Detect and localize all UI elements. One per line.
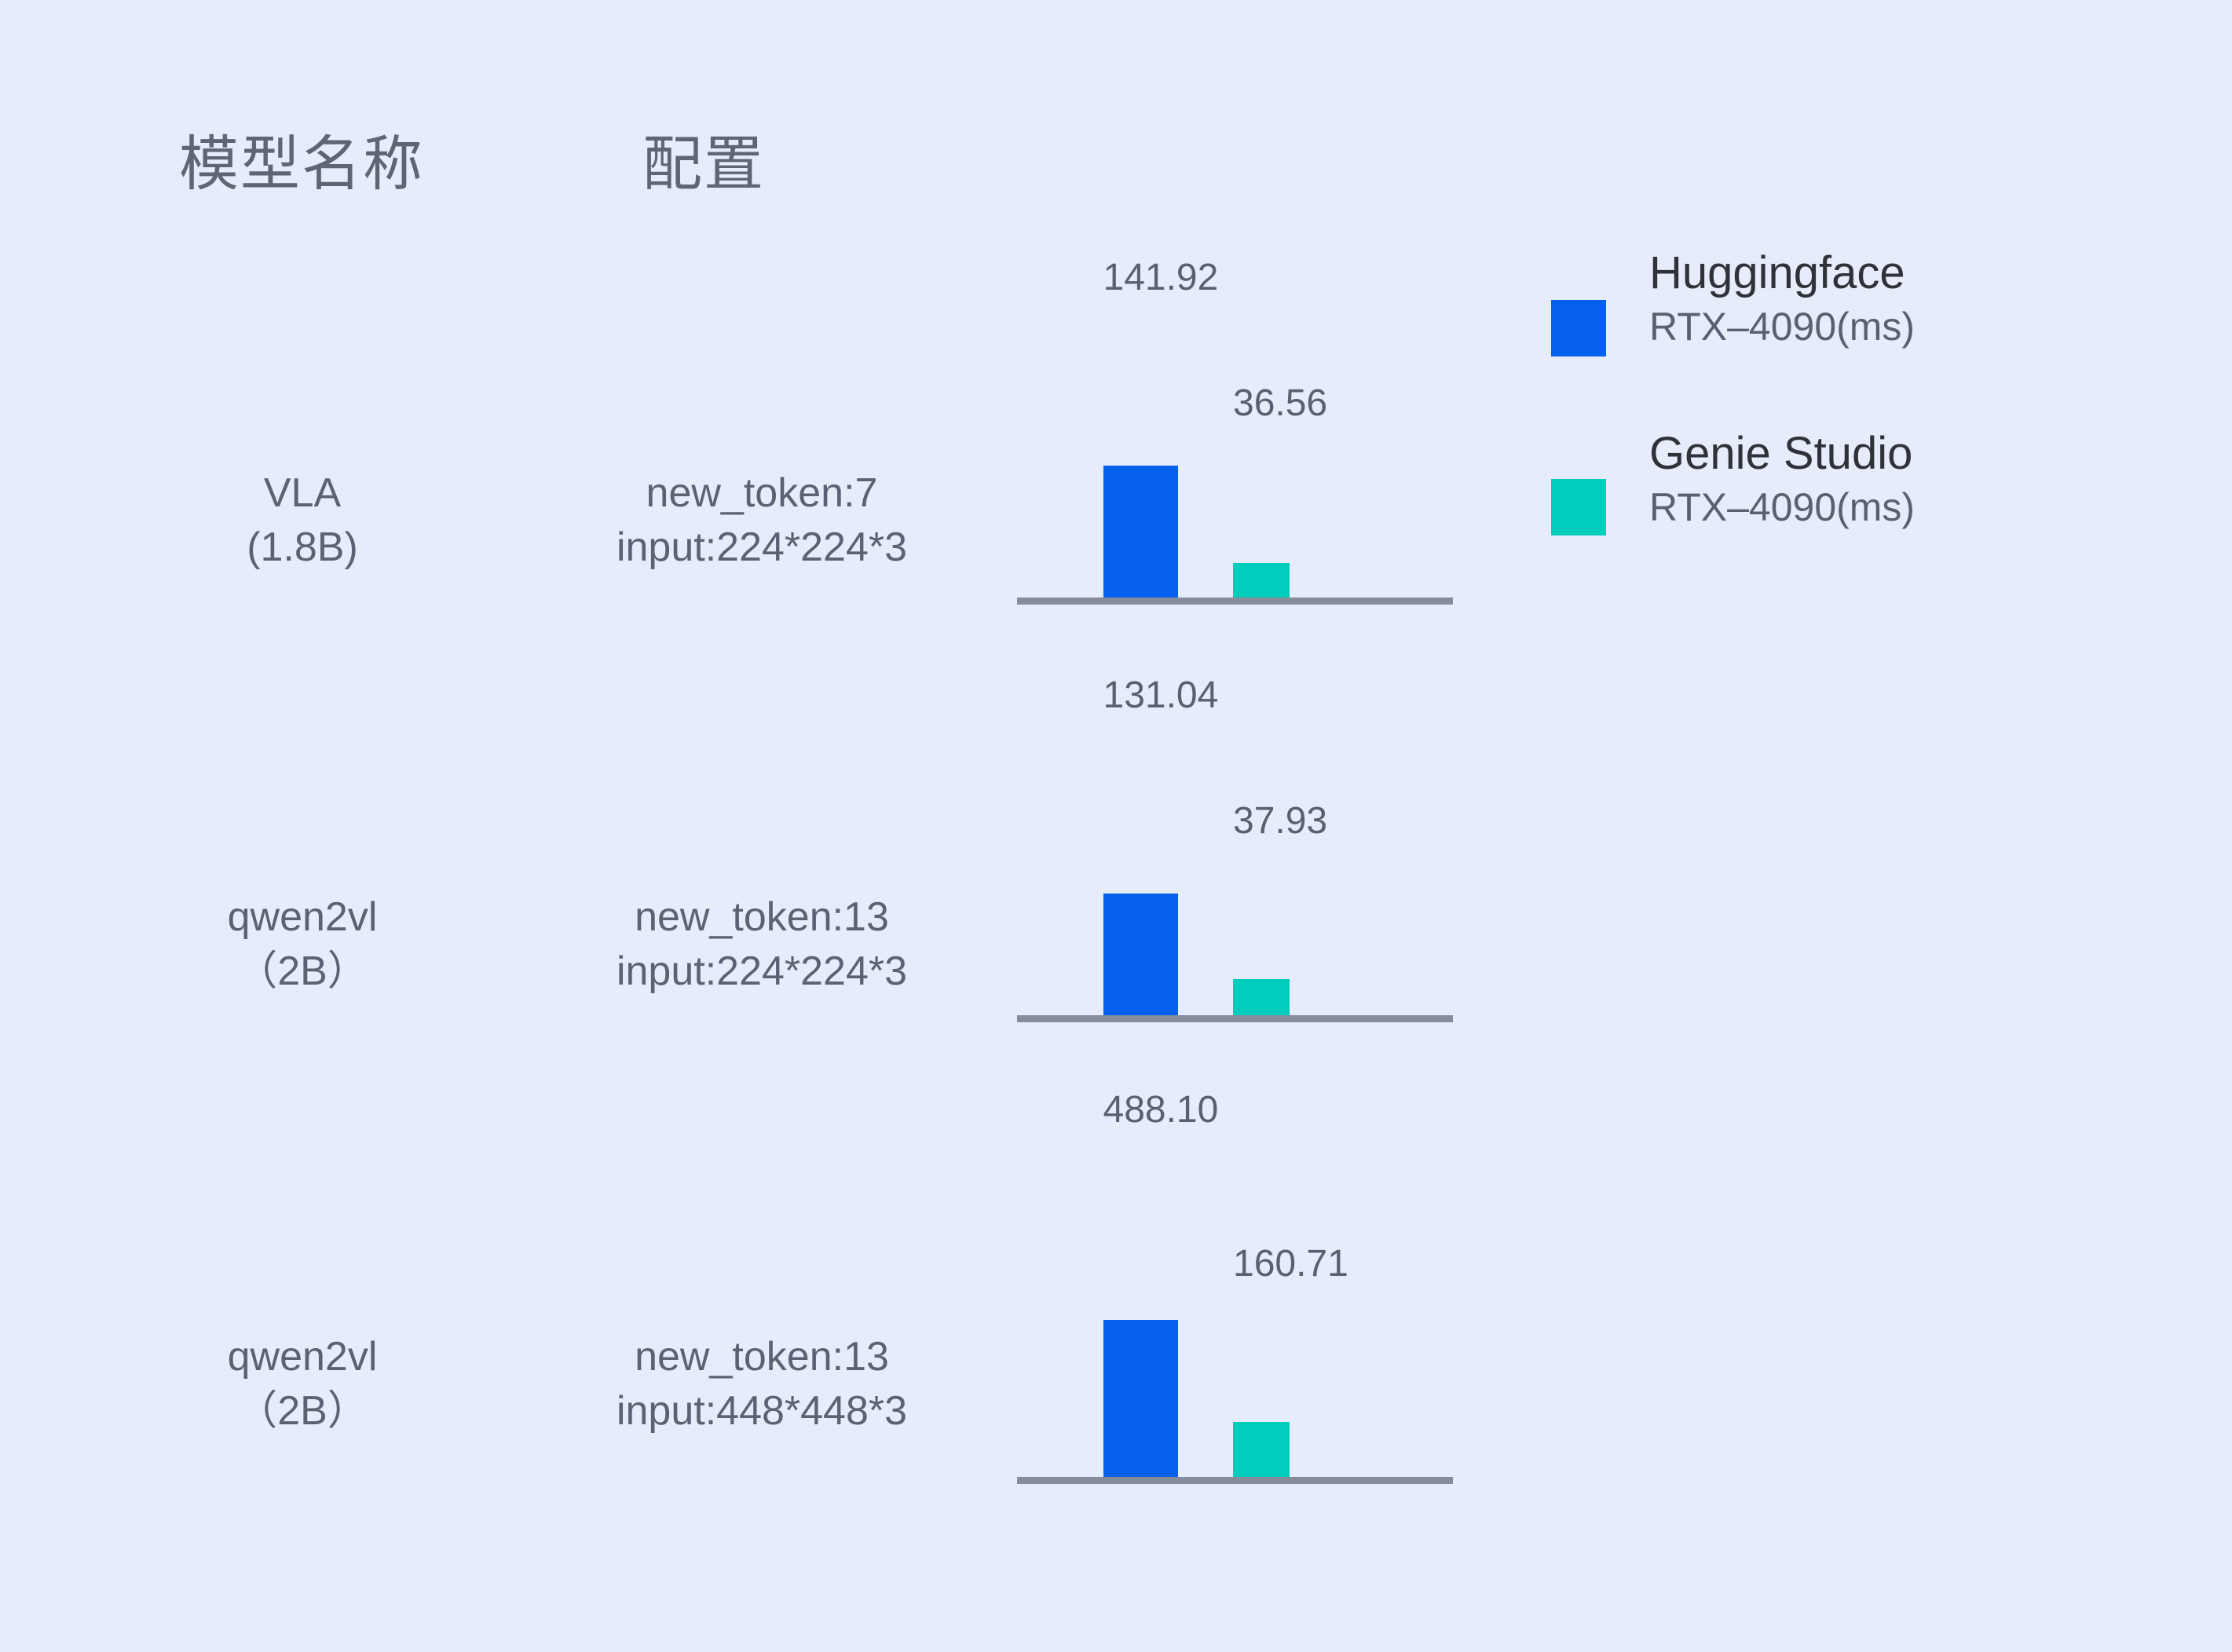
row-config-label: new_token:13 input:224*224*3 xyxy=(487,890,1037,998)
row-config-tokens: new_token:13 xyxy=(635,1334,889,1380)
legend-swatch-icon xyxy=(1551,300,1606,356)
bar-value-huggingface: 131.04 xyxy=(1103,674,1219,716)
row-config-tokens: new_token:13 xyxy=(635,894,889,940)
bar-group: 141.92 36.56 xyxy=(1017,259,1453,605)
row-model-name: qwen2vl xyxy=(227,894,378,940)
row-model-name: qwen2vl xyxy=(227,1334,378,1380)
bar-genie-studio[interactable] xyxy=(1233,563,1290,598)
legend-label-group: Genie Studio RTX–4090(ms) xyxy=(1649,428,1915,537)
row-config-tokens: new_token:7 xyxy=(646,470,878,516)
axis-baseline xyxy=(1017,1477,1453,1484)
legend-series-sub: RTX–4090(ms) xyxy=(1649,304,1915,349)
legend-label-group: Huggingface RTX–4090(ms) xyxy=(1649,247,1915,356)
row-model-label: qwen2vl （2B） xyxy=(134,890,471,998)
row-config-label: new_token:7 input:224*224*3 xyxy=(487,466,1037,574)
row-model-label: VLA (1.8B) xyxy=(134,466,471,574)
bar-value-genie: 37.93 xyxy=(1233,800,1328,842)
bar-value-huggingface: 141.92 xyxy=(1103,257,1219,298)
row-model-size: （2B） xyxy=(236,1387,368,1434)
row-config-input: input:224*224*3 xyxy=(616,524,908,570)
row-model-name: VLA xyxy=(263,470,342,516)
bar-group: 488.10 160.71 xyxy=(1017,1091,1453,1484)
row-config-input: input:448*448*3 xyxy=(616,1387,908,1434)
bar-huggingface[interactable] xyxy=(1103,894,1178,1015)
axis-baseline xyxy=(1017,1015,1453,1022)
row-config-input: input:224*224*3 xyxy=(616,948,908,994)
bar-huggingface[interactable] xyxy=(1103,1320,1178,1484)
row-config-label: new_token:13 input:448*448*3 xyxy=(487,1330,1037,1438)
row-model-label: qwen2vl （2B） xyxy=(134,1330,471,1438)
bar-value-huggingface: 488.10 xyxy=(1103,1089,1219,1131)
row-model-size: (1.8B) xyxy=(247,524,358,570)
legend-series-sub: RTX–4090(ms) xyxy=(1649,484,1915,529)
bar-group: 131.04 37.93 xyxy=(1017,677,1453,1022)
legend-series-name: Huggingface xyxy=(1649,247,1905,298)
bar-genie-studio[interactable] xyxy=(1233,979,1290,1015)
bar-value-genie: 160.71 xyxy=(1233,1243,1348,1285)
column-header-model-name: 模型名称 xyxy=(179,131,424,198)
column-header-config: 配置 xyxy=(642,131,765,198)
axis-baseline xyxy=(1017,598,1453,605)
legend-swatch-icon xyxy=(1551,479,1606,535)
row-model-size: （2B） xyxy=(236,948,368,994)
bar-value-genie: 36.56 xyxy=(1233,382,1328,424)
bar-huggingface[interactable] xyxy=(1103,466,1178,598)
legend-series-name: Genie Studio xyxy=(1649,428,1913,479)
bar-genie-studio[interactable] xyxy=(1233,1422,1290,1477)
